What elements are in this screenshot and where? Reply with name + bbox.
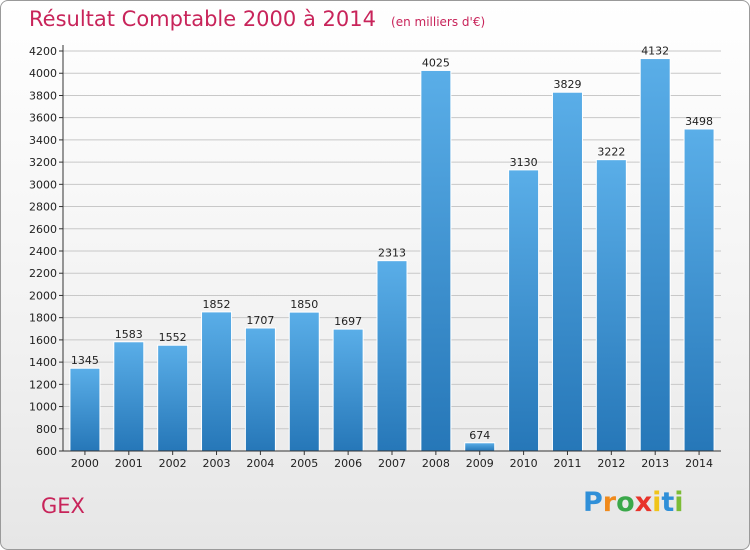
logo-letter: r: [602, 487, 617, 518]
logo-letter: P: [583, 487, 603, 518]
bar-value-label: 1697: [334, 315, 362, 328]
place-name: GEX: [41, 494, 85, 518]
y-tick-label: 1400: [29, 356, 57, 369]
bar-value-label: 1850: [290, 298, 318, 311]
bar: [157, 344, 189, 452]
logo-letter: o: [616, 487, 635, 518]
y-tick-label: 1000: [29, 401, 57, 414]
logo-letter: x: [634, 487, 653, 518]
logo-letter: i: [652, 487, 662, 518]
bar-value-label: 4132: [641, 45, 669, 58]
bar: [508, 169, 540, 452]
chart-title: Résultat Comptable 2000 à 2014: [29, 7, 376, 31]
bar-value-label: 3130: [510, 156, 538, 169]
bar-value-label: 3829: [553, 78, 581, 91]
axes: 600 800 1000 1200 1400 1600 1800 2000 2200 2400 26…: [29, 45, 721, 470]
y-tick-label: 800: [36, 423, 57, 436]
x-tick-label: 2004: [246, 457, 274, 470]
x-tick-label: 2008: [422, 457, 450, 470]
x-tick-label: 2002: [159, 457, 187, 470]
bar: [113, 341, 145, 452]
y-tick-label: 3800: [29, 89, 57, 102]
bar: [420, 69, 452, 452]
bar: [595, 159, 627, 452]
y-tick-label: 3400: [29, 134, 57, 147]
x-tick-label: 2003: [203, 457, 231, 470]
y-tick-label: 3600: [29, 112, 57, 125]
x-tick-label: 2011: [553, 457, 581, 470]
bar-value-label: 1707: [246, 314, 274, 327]
x-tick-label: 2005: [290, 457, 318, 470]
logo-letter: t: [661, 487, 675, 518]
y-tick-label: 600: [36, 445, 57, 458]
y-tick-label: 3000: [29, 178, 57, 191]
bar-value-label: 3498: [685, 115, 713, 128]
x-tick-label: 2006: [334, 457, 362, 470]
bar: [376, 260, 408, 452]
y-tick-label: 2200: [29, 267, 57, 280]
chart-subtitle: (en milliers d'€): [391, 15, 486, 29]
y-tick-label: 2400: [29, 245, 57, 258]
x-tick-label: 2000: [71, 457, 99, 470]
x-tick-label: 2014: [685, 457, 713, 470]
bar-value-label: 1583: [115, 328, 143, 341]
bar-value-label: 4025: [422, 56, 450, 69]
bar-value-label: 3222: [597, 146, 625, 159]
y-tick-label: 4000: [29, 67, 57, 80]
x-tick-label: 2012: [597, 457, 625, 470]
bar: [288, 311, 320, 452]
y-tick-label: 2800: [29, 201, 57, 214]
x-tick-label: 2010: [510, 457, 538, 470]
bar: [201, 311, 233, 452]
bar: [551, 91, 583, 452]
bar-value-label: 2313: [378, 247, 406, 260]
bars: 1345 1583 1552 1852 1707 1850 1697 2313 4025 674 3…: [69, 45, 715, 452]
y-tick-label: 3200: [29, 156, 57, 169]
x-tick-label: 2001: [115, 457, 143, 470]
bar: [69, 367, 101, 452]
y-tick-label: 2000: [29, 289, 57, 302]
bar-value-label: 1345: [71, 354, 99, 367]
x-tick-label: 2009: [466, 457, 494, 470]
x-tick-label: 2013: [641, 457, 669, 470]
title-row: Résultat Comptable 2000 à 2014 (en milli…: [29, 7, 485, 31]
y-tick-label: 2600: [29, 223, 57, 236]
x-tick-label: 2007: [378, 457, 406, 470]
bar: [332, 328, 364, 452]
bar: [683, 128, 715, 452]
bar-value-label: 1552: [159, 331, 187, 344]
y-tick-label: 1800: [29, 312, 57, 325]
bar-value-label: 674: [469, 429, 490, 442]
bar: [244, 327, 276, 452]
logo-letter: i: [674, 487, 684, 518]
y-tick-label: 4200: [29, 45, 57, 58]
y-tick-label: 1200: [29, 378, 57, 391]
bar-value-label: 1852: [203, 298, 231, 311]
proxiti-logo: Proxiti: [583, 487, 684, 518]
bar: [639, 58, 671, 452]
bar: [464, 442, 496, 452]
y-tick-label: 1600: [29, 334, 57, 347]
